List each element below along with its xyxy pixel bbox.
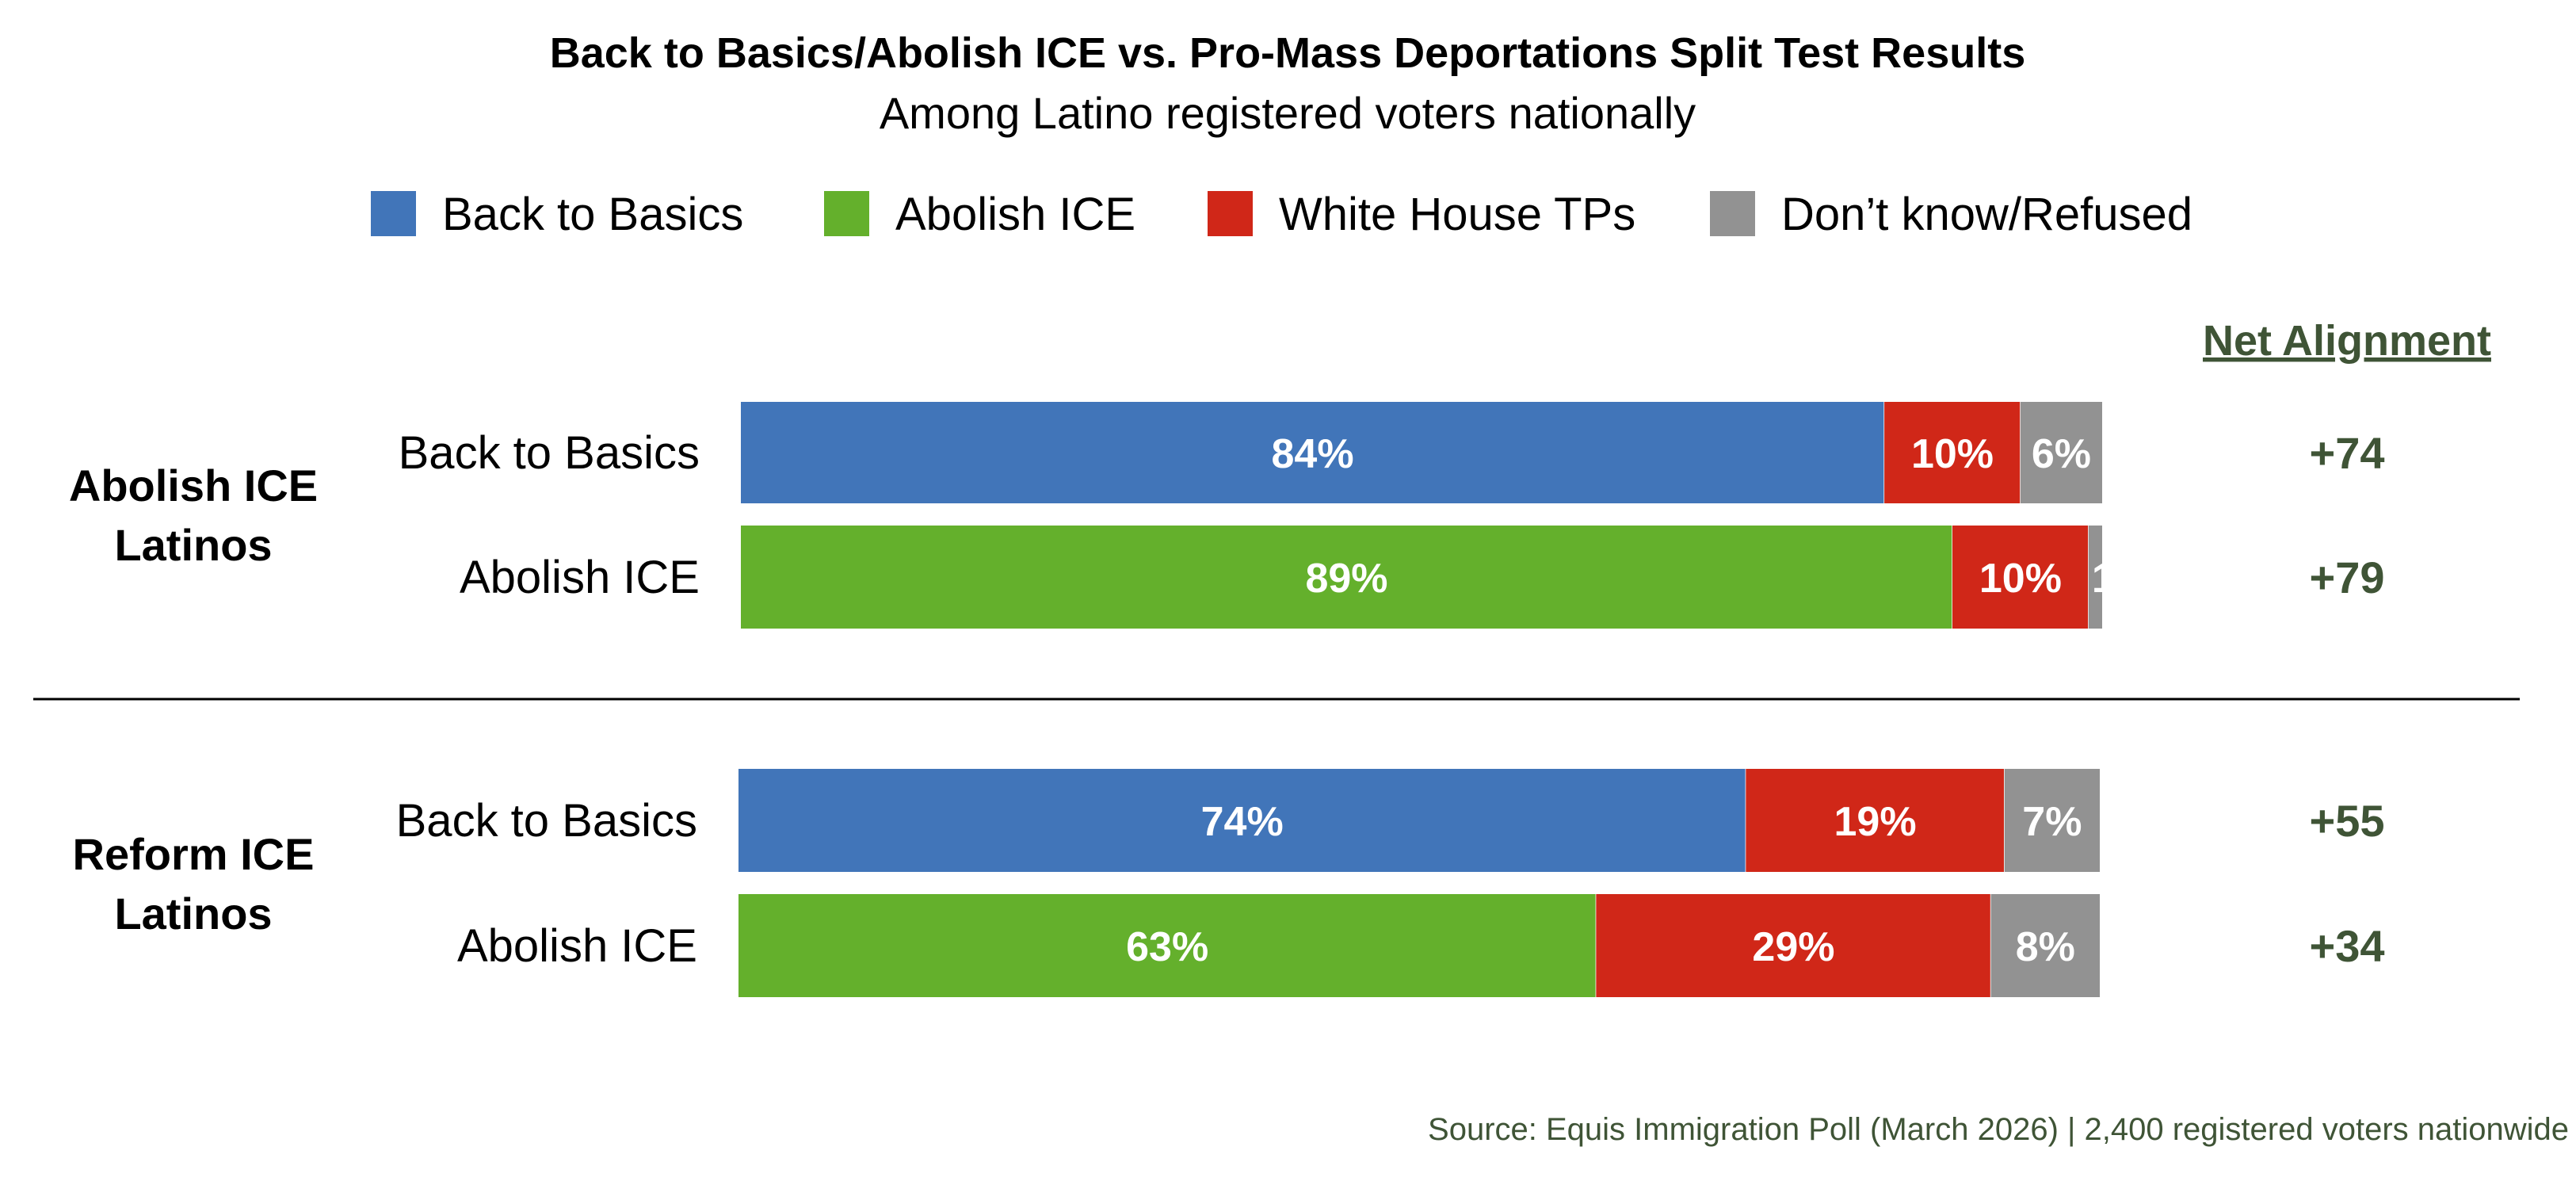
bar-segment-label: 74% bbox=[1201, 799, 1284, 845]
legend-label-back-to-basics: Back to Basics bbox=[442, 189, 743, 240]
legend-swatch-back-to-basics bbox=[371, 191, 416, 236]
bar-segment bbox=[738, 769, 1746, 872]
group-label-line: Reform ICE bbox=[73, 829, 315, 879]
bar-segment bbox=[741, 526, 1953, 629]
bar-segment bbox=[1746, 769, 2005, 872]
title-layer: Back to Basics/Abolish ICE vs. Pro-Mass … bbox=[550, 29, 2025, 138]
group-label-line: Abolish ICE bbox=[69, 461, 318, 510]
bar-segment bbox=[1952, 526, 2089, 629]
bar-segment-label: 10% bbox=[1979, 556, 2062, 602]
bar-row: Abolish ICE 63% 29% 8% +34 bbox=[457, 894, 2385, 997]
source-note: Source: Equis Immigration Poll (March 20… bbox=[1428, 1112, 2569, 1147]
bar-segment bbox=[2088, 526, 2102, 629]
legend-swatch-dont-know bbox=[1710, 191, 1755, 236]
net-alignment-header: Net Alignment bbox=[2203, 317, 2491, 365]
group-label-line: Latinos bbox=[114, 520, 272, 570]
bar-row: Abolish ICE 89% 10% 1 +79 bbox=[460, 526, 2385, 629]
bar-segment bbox=[1596, 894, 1991, 997]
bar-segment-label: 19% bbox=[1834, 799, 1916, 845]
row-label: Abolish ICE bbox=[460, 552, 700, 603]
bar-segment bbox=[741, 402, 1885, 503]
chart-title: Back to Basics/Abolish ICE vs. Pro-Mass … bbox=[550, 29, 2025, 77]
bar-segment-label: 63% bbox=[1126, 924, 1208, 970]
bar-segment bbox=[738, 894, 1597, 997]
net-alignment-value: +79 bbox=[2310, 552, 2385, 602]
bar-segment bbox=[2020, 402, 2102, 503]
net-alignment-value: +34 bbox=[2310, 921, 2385, 971]
bar-segment bbox=[2004, 769, 2100, 872]
group-1: Abolish ICE Latinos Back to Basics 84% 10% 6%… bbox=[69, 402, 2385, 629]
groups-layer: Abolish ICE Latinos Back to Basics 84% 10% 6%… bbox=[69, 402, 2385, 997]
chart-subtitle: Among Latino registered voters nationall… bbox=[880, 88, 1696, 138]
legend-label-abolish-ice: Abolish ICE bbox=[895, 189, 1135, 240]
bar-segment bbox=[1884, 402, 2021, 503]
row-label: Abolish ICE bbox=[457, 920, 697, 972]
net-alignment-value: +55 bbox=[2310, 796, 2385, 846]
legend-label-white-house: White House TPs bbox=[1279, 189, 1635, 240]
net-alignment-value: +74 bbox=[2310, 428, 2385, 478]
legend-swatch-white-house bbox=[1208, 191, 1253, 236]
bar-segment-label: 84% bbox=[1272, 431, 1354, 477]
bar-segment-label: 89% bbox=[1305, 556, 1387, 602]
bar-row: Back to Basics 84% 10% 6% +74 bbox=[399, 402, 2385, 503]
legend-label-dont-know: Don’t know/Refused bbox=[1781, 189, 2192, 240]
group-2: Reform ICE Latinos Back to Basics 74% 19% 7% +… bbox=[73, 769, 2385, 997]
legend-swatch-abolish-ice bbox=[824, 191, 869, 236]
bar-segment-label: 29% bbox=[1752, 924, 1834, 970]
bar-segment-label: 8% bbox=[2016, 924, 2075, 970]
bar-segment bbox=[1990, 894, 2100, 997]
bar-segment-label: 6% bbox=[2032, 431, 2091, 477]
row-label: Back to Basics bbox=[399, 427, 700, 479]
legend: Back to Basics Abolish ICE White House TPs… bbox=[371, 189, 2192, 240]
group-label-line: Latinos bbox=[114, 889, 272, 938]
bar-segment-label: 1 bbox=[2092, 556, 2115, 602]
row-label: Back to Basics bbox=[396, 795, 697, 847]
bar-segment-label: 7% bbox=[2022, 799, 2082, 845]
bar-segment-label: 10% bbox=[1911, 431, 1994, 477]
bar-row: Back to Basics 74% 19% 7% +55 bbox=[396, 769, 2385, 872]
